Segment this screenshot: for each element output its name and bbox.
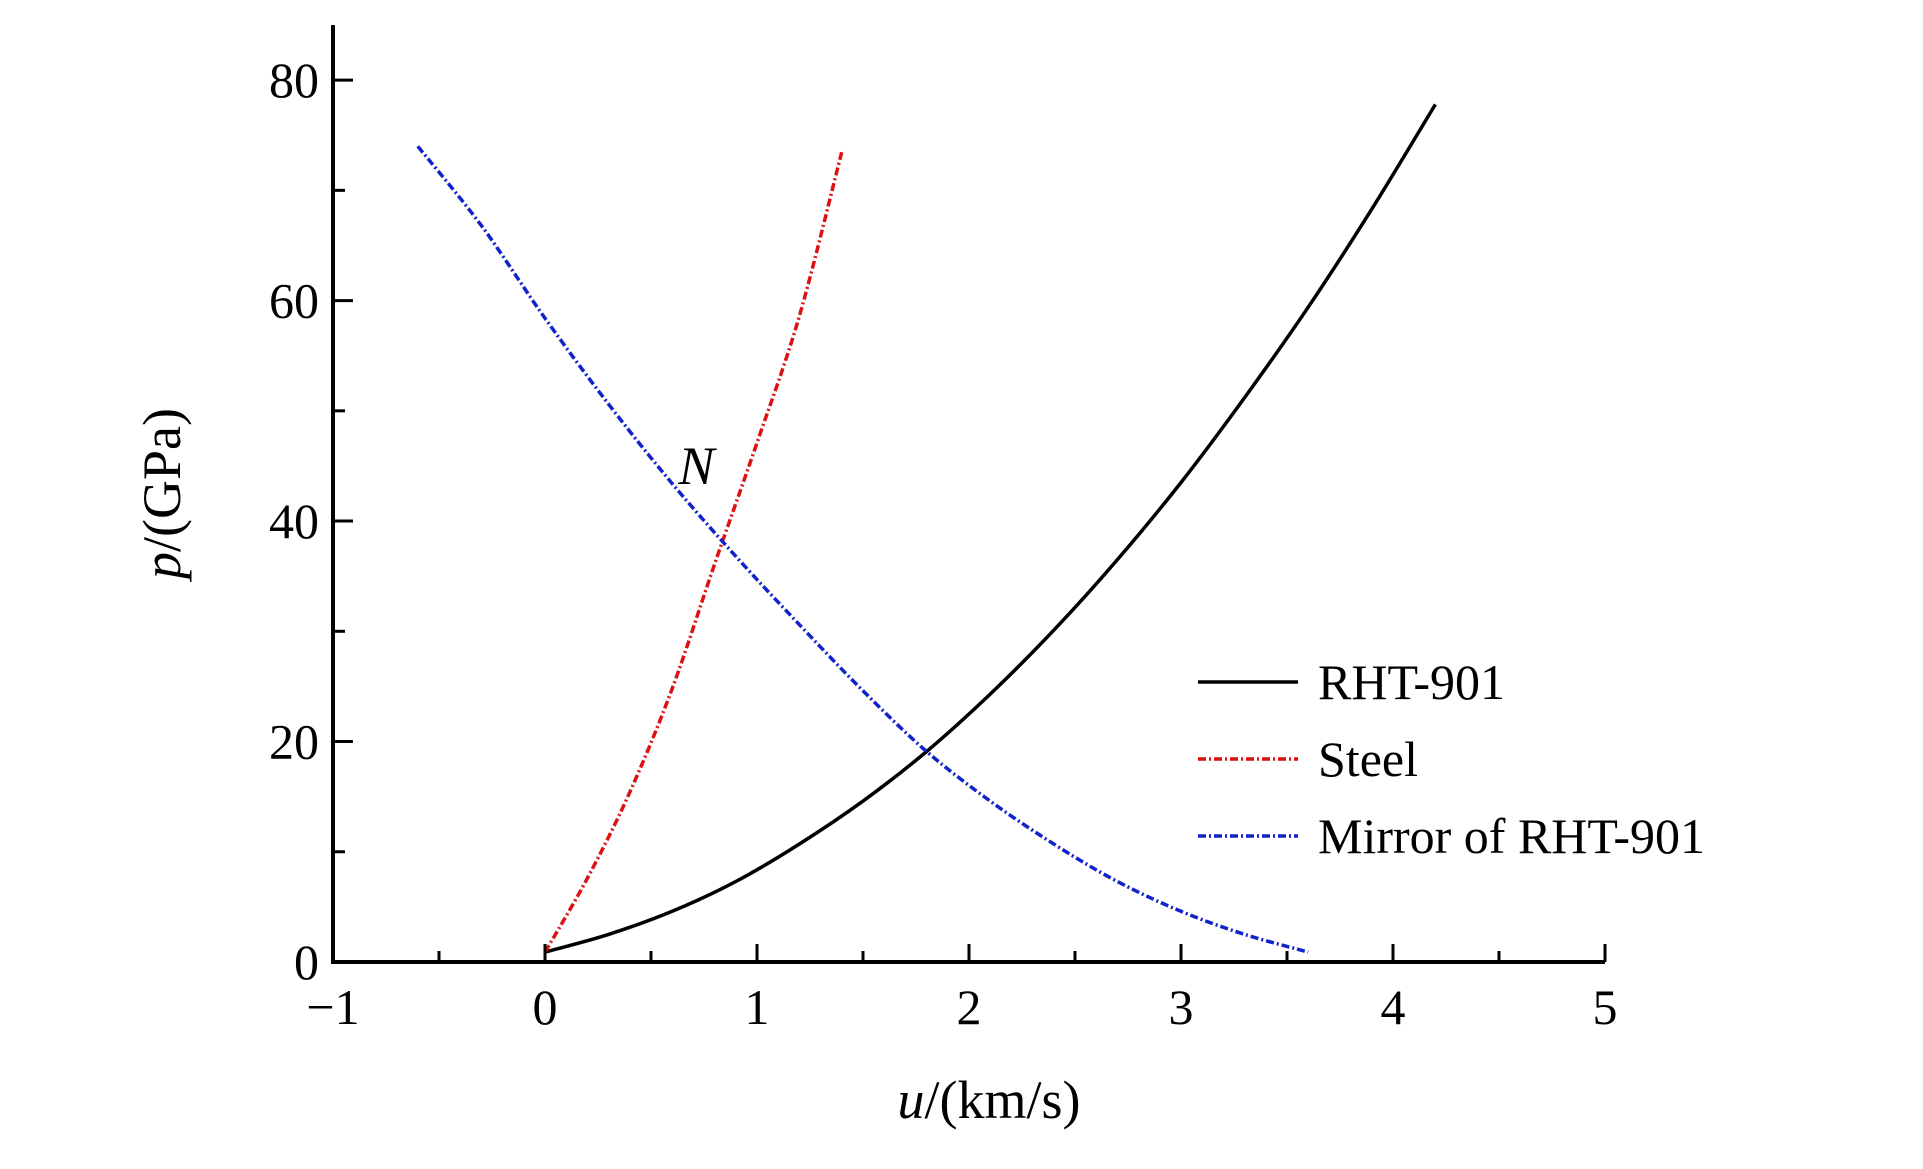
y-tick-label: 60 <box>269 273 319 329</box>
x-axis-label: u/(km/s) <box>898 1070 1081 1130</box>
y-tick-label: 80 <box>269 52 319 108</box>
legend-label: Steel <box>1318 731 1418 787</box>
x-tick-label: 3 <box>1169 979 1194 1035</box>
x-tick-label: 0 <box>533 979 558 1035</box>
series-layer <box>416 103 1437 954</box>
x-tick-label: 5 <box>1593 979 1618 1035</box>
series-line-rht-901 <box>544 103 1437 954</box>
y-tick-label: 0 <box>294 934 319 990</box>
x-axis-symbol: u <box>898 1070 925 1130</box>
y-axis-unit: /(GPa) <box>132 408 192 552</box>
y-axis-symbol: p <box>132 552 192 583</box>
y-axis-label: p/(GPa) <box>132 408 192 583</box>
x-tick-label: 2 <box>957 979 982 1035</box>
x-axis-unit: /(km/s) <box>925 1070 1081 1130</box>
x-tick-label: 1 <box>745 979 770 1035</box>
annotation-layer: N <box>677 436 717 496</box>
series-line-steel <box>543 151 844 953</box>
x-tick-label: 4 <box>1381 979 1406 1035</box>
y-tick-label: 40 <box>269 493 319 549</box>
y-tick-label: 20 <box>269 714 319 770</box>
legend: RHT-901 Steel Mirror of RHT-901 <box>1198 654 1705 864</box>
series-line-mirror-of-rht-901 <box>416 145 1309 954</box>
x-tick-label: −1 <box>306 979 359 1035</box>
legend-label: RHT-901 <box>1318 654 1505 710</box>
legend-label: Mirror of RHT-901 <box>1318 808 1705 864</box>
annotation-label: N <box>677 436 717 496</box>
